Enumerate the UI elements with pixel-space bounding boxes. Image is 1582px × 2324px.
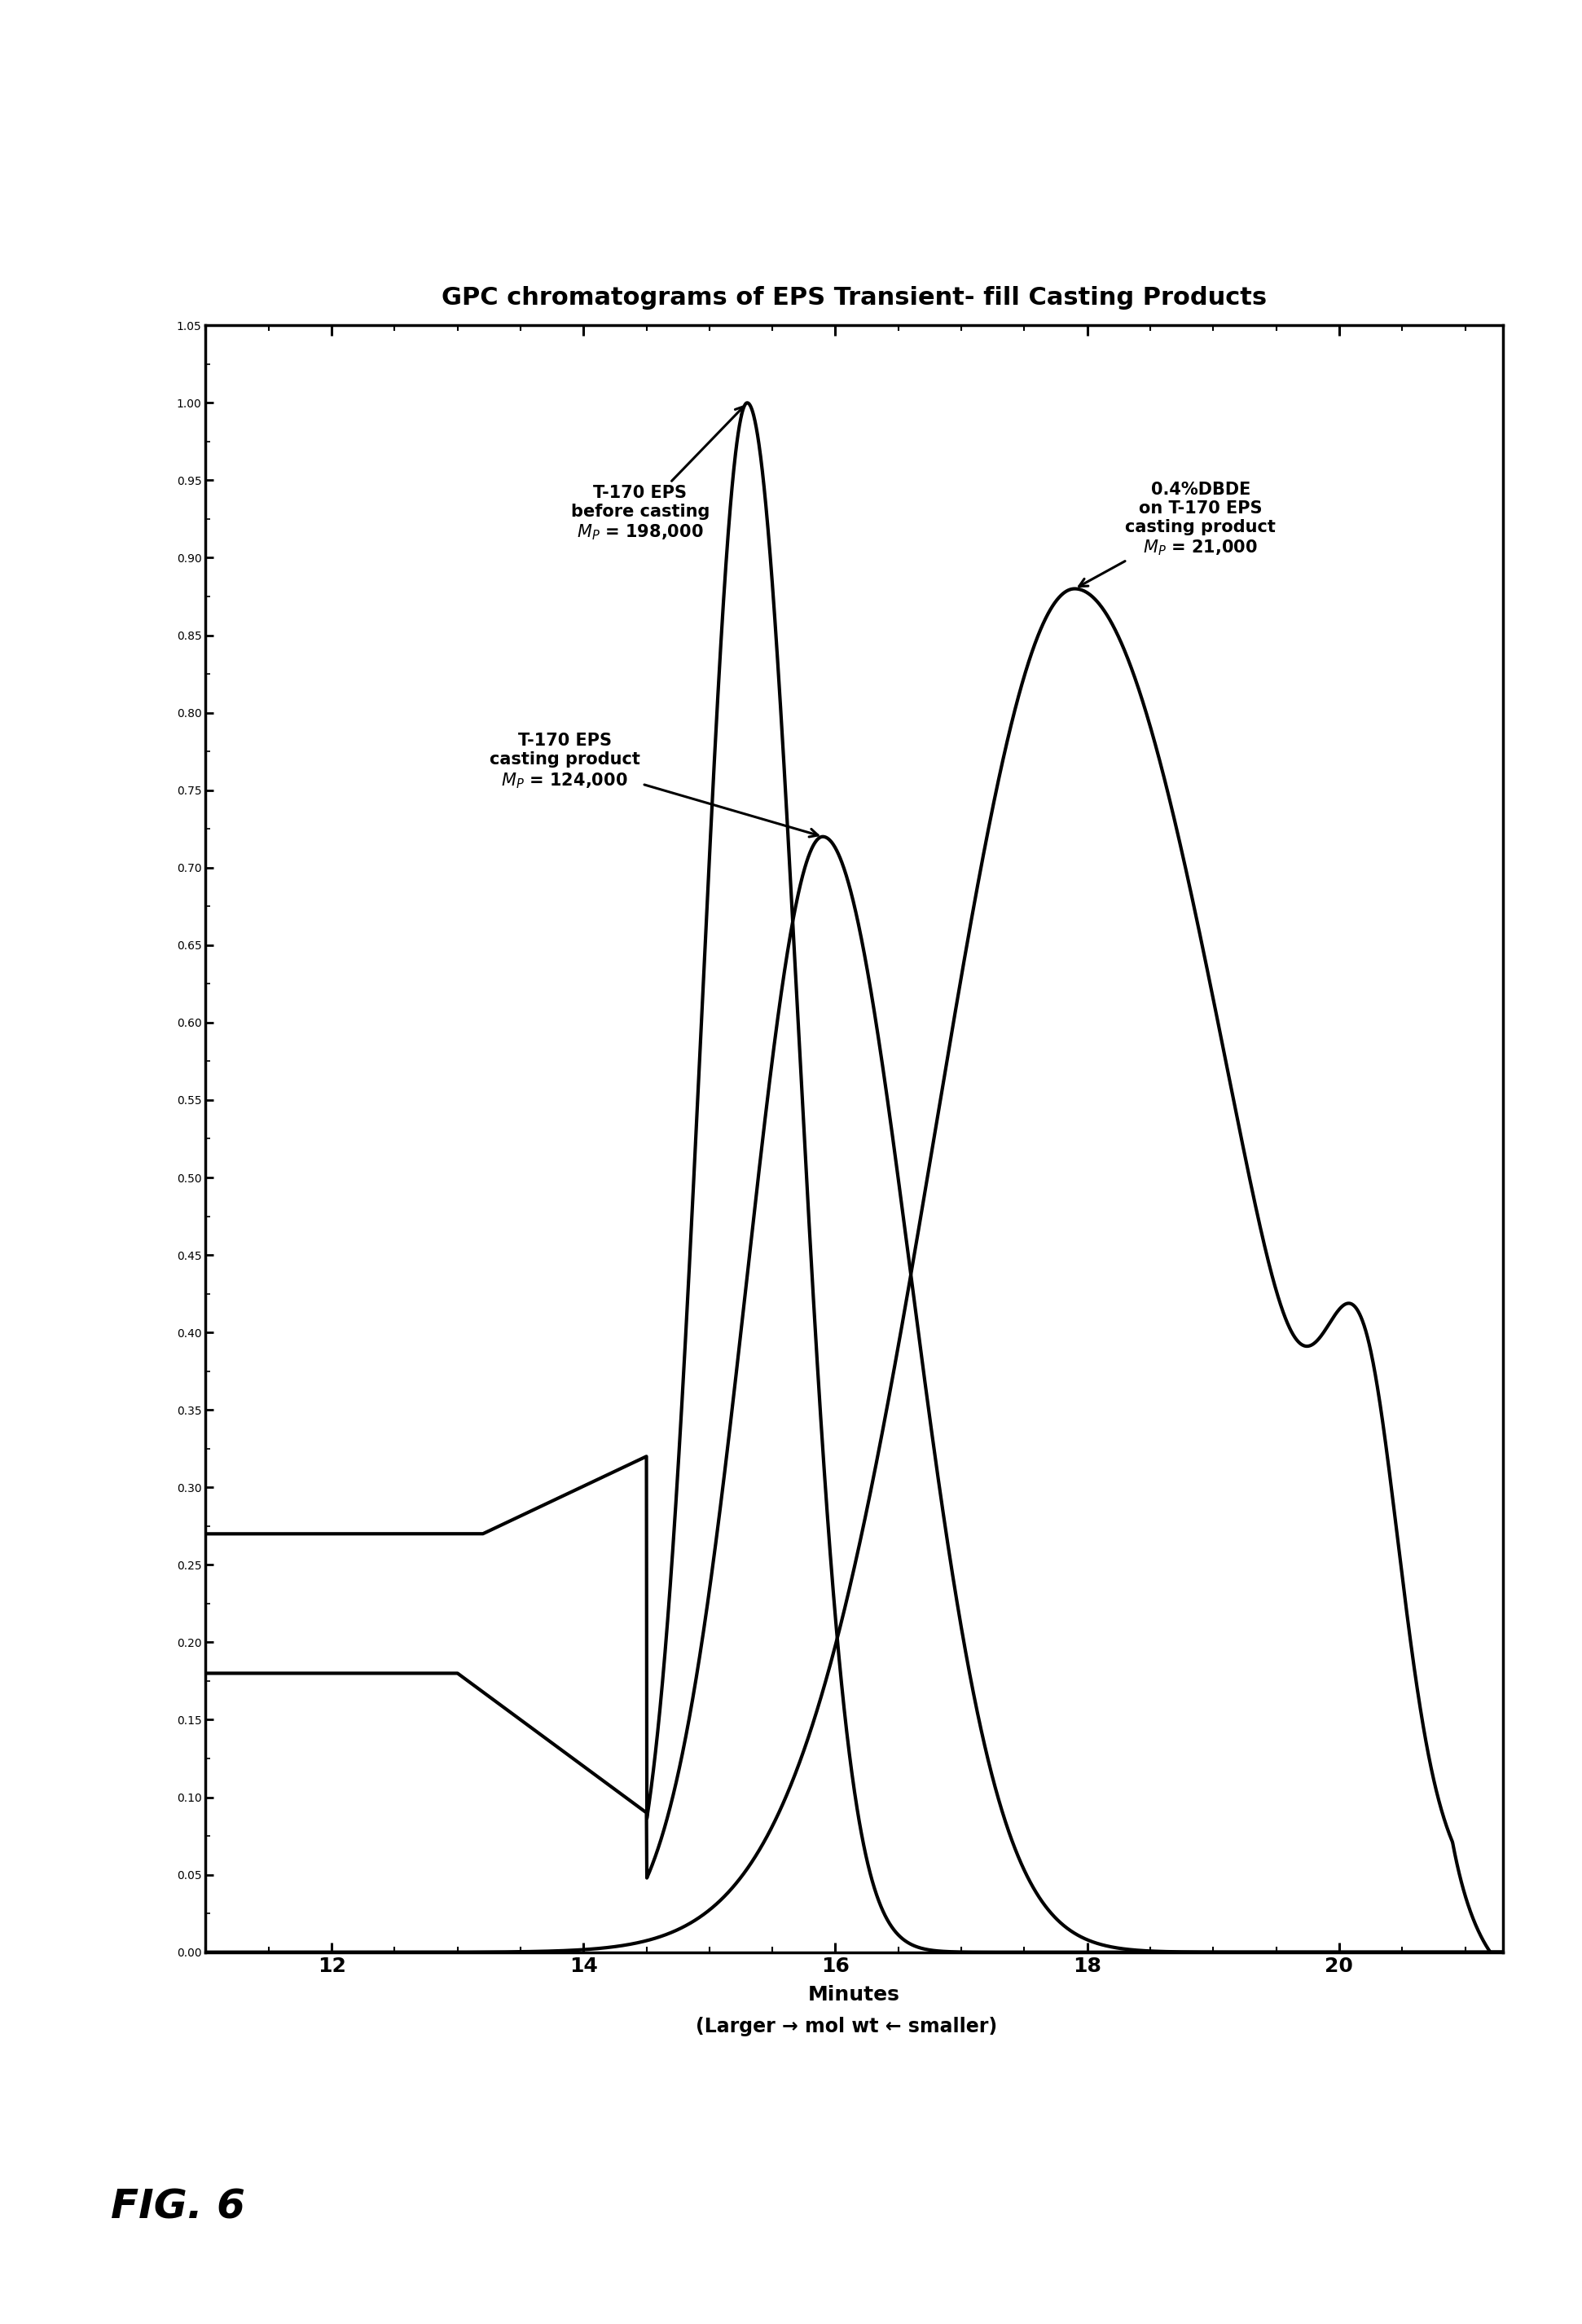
Text: 0.4%DBDE
on T-170 EPS
casting product
$M_P$ = 21,000: 0.4%DBDE on T-170 EPS casting product $M… — [1079, 481, 1277, 586]
Text: (Larger → mol wt ← smaller): (Larger → mol wt ← smaller) — [696, 2017, 997, 2036]
Text: T-170 EPS
before casting
$M_P$ = 198,000: T-170 EPS before casting $M_P$ = 198,000 — [571, 407, 744, 541]
Text: FIG. 6: FIG. 6 — [111, 2187, 245, 2226]
Text: T-170 EPS
casting product
$M_P$ = 124,000: T-170 EPS casting product $M_P$ = 124,00… — [489, 732, 818, 837]
X-axis label: Minutes: Minutes — [808, 1985, 900, 2003]
Title: GPC chromatograms of EPS Transient- fill Casting Products: GPC chromatograms of EPS Transient- fill… — [441, 286, 1267, 309]
